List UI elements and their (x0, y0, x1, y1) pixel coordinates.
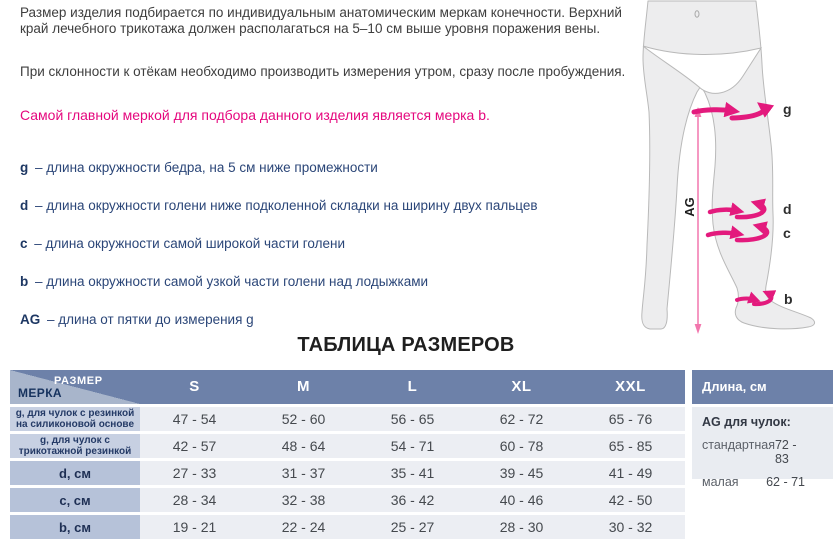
c-figure-label: c (783, 225, 791, 241)
definition-ag: AG – длина от пятки до измерения g (20, 312, 640, 327)
b-measure-arrow-icon (735, 290, 777, 307)
table-cell: 41 - 49 (576, 461, 685, 485)
table-row: c, см 28 - 34 32 - 38 36 - 42 40 - 46 42… (10, 488, 685, 512)
row-label-line1: d, см (58, 465, 91, 481)
length-row-label: стандартная (702, 438, 775, 452)
corner-label-merka: МЕРКА (18, 386, 62, 400)
table-cell: 40 - 46 (467, 488, 576, 512)
ag-arrow-down-icon (694, 324, 702, 334)
column-header-xl: XL (511, 378, 532, 395)
definition-key: c (20, 236, 28, 251)
g-measure-arrow-icon (691, 101, 775, 121)
definition-key: d (20, 198, 29, 213)
size-table-title: ТАБЛИЦА РАЗМЕРОВ (297, 334, 515, 356)
table-cell: 30 - 32 (576, 515, 685, 539)
size-table-header-row: РАЗМЕР МЕРКА S M L XL XXL (10, 370, 685, 404)
table-cell: 25 - 27 (358, 515, 467, 539)
intro-paragraph-2: При склонности к отёкам необходимо произ… (20, 64, 626, 79)
length-panel-subheader: AG для чулок: (702, 415, 791, 429)
table-cell: 56 - 65 (358, 407, 467, 431)
table-cell: 28 - 34 (140, 488, 249, 512)
table-cell: 35 - 41 (358, 461, 467, 485)
panties-shape (642, 45, 763, 94)
definition-c: c – длина окружности самой широкой части… (20, 236, 640, 251)
ag-figure-label: AG (682, 197, 697, 217)
length-row-small: малая 62 - 71 (702, 475, 823, 489)
definition-text: – длина окружности самой узкой части гол… (35, 274, 429, 289)
measurement-definitions: g – длина окружности бедра, на 5 см ниже… (20, 160, 640, 350)
definition-key: g (20, 160, 29, 175)
length-panel-header: Длина, см (692, 370, 833, 404)
definition-key: b (20, 274, 29, 289)
table-cell: 27 - 33 (140, 461, 249, 485)
row-label: g, для чулок с трикотажной резинкой (10, 434, 140, 458)
column-header-m: M (297, 378, 310, 395)
length-panel-body: AG для чулок: стандартная 72 - 83 малая … (692, 407, 833, 489)
definition-text: – длина окружности самой широкой части г… (34, 236, 346, 251)
table-cell: 28 - 30 (467, 515, 576, 539)
c-measure-arrow-icon (705, 221, 770, 243)
row-label-line1: b, см (58, 519, 91, 535)
column-header-s: S (189, 378, 200, 395)
table-cell: 42 - 57 (140, 434, 249, 458)
definition-text: – длина окружности голени ниже подколенн… (35, 198, 538, 213)
row-label-line1: g, для чулок с (40, 435, 110, 446)
table-cell: 36 - 42 (358, 488, 467, 512)
d-figure-label: d (783, 201, 792, 217)
definition-text: – длина от пятки до измерения g (47, 312, 254, 327)
table-cell: 32 - 38 (249, 488, 358, 512)
column-header-xxl: XXL (615, 378, 646, 395)
table-cell: 19 - 21 (140, 515, 249, 539)
definition-key: AG (20, 312, 41, 327)
table-row: g, для чулок с трикотажной резинкой 42 -… (10, 434, 685, 458)
table-cell: 42 - 50 (576, 488, 685, 512)
table-cell: 60 - 78 (467, 434, 576, 458)
table-cell: 54 - 71 (358, 434, 467, 458)
size-table: РАЗМЕР МЕРКА S M L XL XXL g, для чулок с… (10, 370, 685, 539)
table-cell: 65 - 85 (576, 434, 685, 458)
row-label-line1: g, для чулок с резинкой (15, 408, 135, 419)
row-label-line2: трикотажной резинкой (18, 446, 132, 457)
d-measure-arrow-icon (707, 198, 767, 220)
table-cell: 65 - 76 (576, 407, 685, 431)
table-cell: 62 - 72 (467, 407, 576, 431)
table-cell: 31 - 37 (249, 461, 358, 485)
row-label: b, см (10, 515, 140, 539)
row-label-line2: на силиконовой основе (15, 419, 135, 430)
intro-paragraph-1: Размер изделия подбирается по индивидуал… (20, 5, 622, 36)
definition-text: – длина окружности бедра, на 5 см ниже п… (35, 160, 378, 175)
row-label: g, для чулок с резинкой на силиконовой о… (10, 407, 140, 431)
column-header-l: L (407, 378, 418, 395)
table-cell: 22 - 24 (249, 515, 358, 539)
table-row: g, для чулок с резинкой на силиконовой о… (10, 407, 685, 431)
length-row-value: 62 - 71 (766, 475, 805, 489)
length-row-value: 72 - 83 (774, 438, 797, 466)
length-row-standard: стандартная 72 - 83 (702, 438, 823, 466)
intro-text-block: Размер изделия подбирается по индивидуал… (20, 5, 638, 123)
row-label: c, см (10, 488, 140, 512)
b-figure-label: b (784, 291, 793, 307)
intro-highlight: Самой главной меркой для подбора данного… (20, 107, 490, 123)
table-row: d, см 27 - 33 31 - 37 35 - 41 39 - 45 41… (10, 461, 685, 485)
navel-mark (694, 10, 700, 18)
definition-g: g – длина окружности бедра, на 5 см ниже… (20, 160, 640, 175)
definition-b: b – длина окружности самой узкой части г… (20, 274, 640, 289)
corner-cell: РАЗМЕР МЕРКА (10, 370, 140, 404)
table-cell: 47 - 54 (140, 407, 249, 431)
table-cell: 52 - 60 (249, 407, 358, 431)
row-label: d, см (10, 461, 140, 485)
definition-d: d – длина окружности голени ниже подколе… (20, 198, 640, 213)
corner-label-size: РАЗМЕР (54, 375, 103, 387)
leg-measurement-illustration: AG g d c b (641, 0, 816, 334)
body-silhouette (641, 0, 816, 330)
table-row: b, см 19 - 21 22 - 24 25 - 27 28 - 30 30… (10, 515, 685, 539)
row-label-line1: c, см (59, 492, 91, 508)
g-figure-label: g (783, 101, 792, 117)
length-row-label: малая (702, 475, 739, 489)
table-cell: 39 - 45 (467, 461, 576, 485)
table-cell: 48 - 64 (249, 434, 358, 458)
